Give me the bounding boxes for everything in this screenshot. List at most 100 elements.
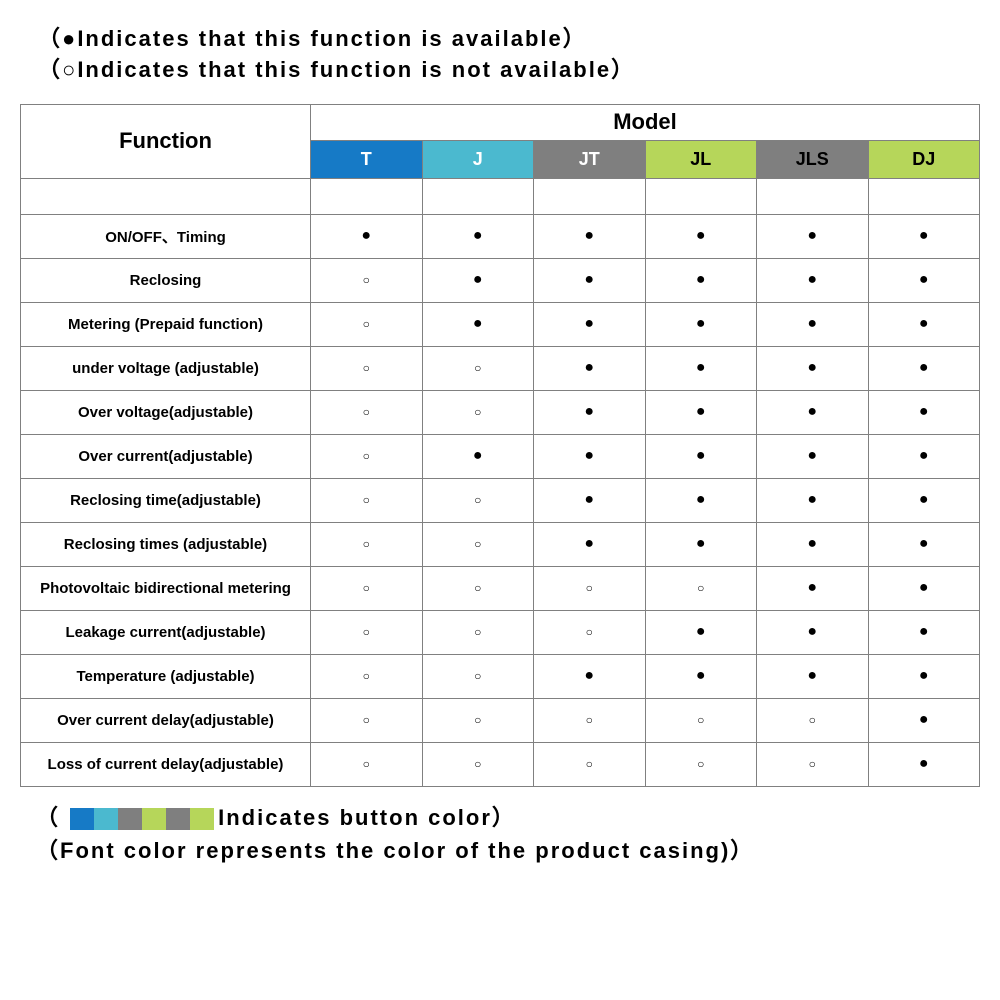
mark-available: ● [534, 258, 646, 302]
color-swatch [118, 808, 142, 830]
mark-unavailable: ○ [422, 478, 534, 522]
filled-dot-icon: ● [584, 359, 594, 376]
mark-available: ● [645, 346, 757, 390]
open-dot-icon: ○ [363, 581, 370, 595]
filled-dot-icon: ● [807, 447, 817, 464]
mark-available: ● [645, 390, 757, 434]
mark-available: ● [757, 522, 869, 566]
function-label: Over current delay(adjustable) [21, 698, 311, 742]
mark-available: ● [645, 434, 757, 478]
function-label: Photovoltaic bidirectional metering [21, 566, 311, 610]
mark-available: ● [757, 346, 869, 390]
mark-unavailable: ○ [311, 302, 423, 346]
mark-available: ● [422, 302, 534, 346]
function-label: Metering (Prepaid function) [21, 302, 311, 346]
mark-available: ● [645, 302, 757, 346]
filled-dot-icon: ● [919, 359, 929, 376]
mark-unavailable: ○ [757, 698, 869, 742]
mark-unavailable: ○ [311, 698, 423, 742]
mark-unavailable: ○ [422, 390, 534, 434]
filled-dot-icon: ● [919, 579, 929, 596]
legend-button-color-text: Indicates button color [218, 805, 492, 830]
table-row: Reclosing times (adjustable)○○●●●● [21, 522, 980, 566]
filled-dot-icon: ● [696, 667, 706, 684]
filled-dot-icon: ● [584, 491, 594, 508]
filled-dot-icon: ● [919, 227, 929, 244]
open-dot-icon: ○ [363, 317, 370, 331]
mark-unavailable: ○ [311, 654, 423, 698]
table-row: Reclosing time(adjustable)○○●●●● [21, 478, 980, 522]
open-dot-icon: ○ [474, 361, 481, 375]
filled-dot-icon: ● [473, 447, 483, 464]
filled-dot-icon: ● [807, 491, 817, 508]
table-row: under voltage (adjustable)○○●●●● [21, 346, 980, 390]
spacer-cell [311, 178, 423, 214]
mark-available: ● [645, 478, 757, 522]
mark-available: ● [645, 522, 757, 566]
mark-unavailable: ○ [311, 522, 423, 566]
function-label: Leakage current(adjustable) [21, 610, 311, 654]
open-dot-icon: ○ [809, 713, 816, 727]
open-dot-icon: ○ [697, 581, 704, 595]
filled-dot-icon: ● [584, 447, 594, 464]
mark-unavailable: ○ [534, 698, 646, 742]
mark-unavailable: ○ [311, 346, 423, 390]
filled-dot-icon: ● [807, 535, 817, 552]
filled-dot-icon: ● [584, 227, 594, 244]
filled-dot-icon: ● [919, 535, 929, 552]
mark-unavailable: ○ [311, 566, 423, 610]
filled-dot-icon: ● [696, 491, 706, 508]
model-header: Model [311, 104, 980, 140]
mark-unavailable: ○ [311, 478, 423, 522]
mark-available: ● [534, 478, 646, 522]
legend-font-color: （Font color represents the color of the … [36, 834, 980, 867]
filled-dot-icon: ● [807, 227, 817, 244]
mark-available: ● [757, 654, 869, 698]
table-row: Over voltage(adjustable)○○●●●● [21, 390, 980, 434]
color-swatch [70, 808, 94, 830]
open-dot-icon: ○ [363, 449, 370, 463]
filled-dot-icon: ● [919, 755, 929, 772]
table-row: Over current(adjustable)○●●●●● [21, 434, 980, 478]
filled-dot-icon: ● [696, 623, 706, 640]
table-row: ON/OFF、Timing●●●●●● [21, 214, 980, 258]
open-dot-icon: ○ [697, 713, 704, 727]
mark-available: ● [868, 258, 980, 302]
spacer-cell [757, 178, 869, 214]
open-dot-icon: ○ [697, 757, 704, 771]
spacer-cell [422, 178, 534, 214]
open-dot-icon: ○ [474, 757, 481, 771]
mark-available: ● [422, 258, 534, 302]
open-dot-icon: ○ [363, 757, 370, 771]
filled-dot-icon: ● [807, 271, 817, 288]
filled-dot-icon: ● [361, 227, 371, 244]
filled-dot-icon: ● [919, 623, 929, 640]
open-dot-icon: ○ [586, 581, 593, 595]
model-col-dj: DJ [868, 140, 980, 178]
legend-line-unavailable: （○Indicates that this function is not av… [38, 55, 980, 86]
model-col-j: J [422, 140, 534, 178]
color-swatch [166, 808, 190, 830]
filled-dot-icon: ● [807, 403, 817, 420]
function-label: ON/OFF、Timing [21, 214, 311, 258]
mark-available: ● [422, 434, 534, 478]
open-dot-icon: ○ [474, 625, 481, 639]
spacer-cell [21, 178, 311, 214]
mark-available: ● [757, 214, 869, 258]
mark-unavailable: ○ [422, 654, 534, 698]
filled-dot-icon: ● [919, 711, 929, 728]
mark-available: ● [868, 654, 980, 698]
open-dot-icon: ○ [586, 713, 593, 727]
mark-available: ● [645, 654, 757, 698]
mark-available: ● [757, 434, 869, 478]
color-swatch [142, 808, 166, 830]
color-swatches [70, 808, 214, 830]
function-label: Reclosing [21, 258, 311, 302]
table-row: Over current delay(adjustable)○○○○○● [21, 698, 980, 742]
open-dot-icon: ○ [363, 537, 370, 551]
filled-dot-icon: ● [919, 447, 929, 464]
mark-available: ● [868, 742, 980, 786]
mark-unavailable: ○ [422, 610, 534, 654]
mark-available: ● [757, 390, 869, 434]
filled-dot-icon: ● [696, 403, 706, 420]
